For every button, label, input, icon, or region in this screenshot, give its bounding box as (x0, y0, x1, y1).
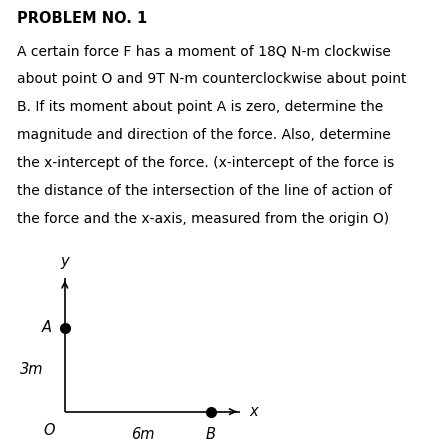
Text: the x-intercept of the force. (x-intercept of the force is: the x-intercept of the force. (x-interce… (17, 156, 394, 170)
Text: B: B (206, 427, 216, 442)
Text: magnitude and direction of the force. Also, determine: magnitude and direction of the force. Al… (17, 128, 391, 143)
Text: A certain force F has a moment of 18Q N-m clockwise: A certain force F has a moment of 18Q N-… (17, 44, 391, 59)
Text: 3m: 3m (19, 362, 43, 377)
Text: x: x (250, 404, 258, 419)
Text: the distance of the intersection of the line of action of: the distance of the intersection of the … (17, 184, 392, 198)
Text: A: A (41, 321, 52, 335)
Text: 6m: 6m (131, 427, 154, 442)
Text: about point O and 9T N-m counterclockwise about point: about point O and 9T N-m counterclockwis… (17, 72, 407, 87)
Text: PROBLEM NO. 1: PROBLEM NO. 1 (17, 11, 147, 26)
Text: the force and the x-axis, measured from the origin O): the force and the x-axis, measured from … (17, 212, 389, 226)
Text: O: O (44, 423, 55, 438)
Text: B. If its moment about point A is zero, determine the: B. If its moment about point A is zero, … (17, 100, 383, 115)
Text: y: y (60, 254, 69, 270)
